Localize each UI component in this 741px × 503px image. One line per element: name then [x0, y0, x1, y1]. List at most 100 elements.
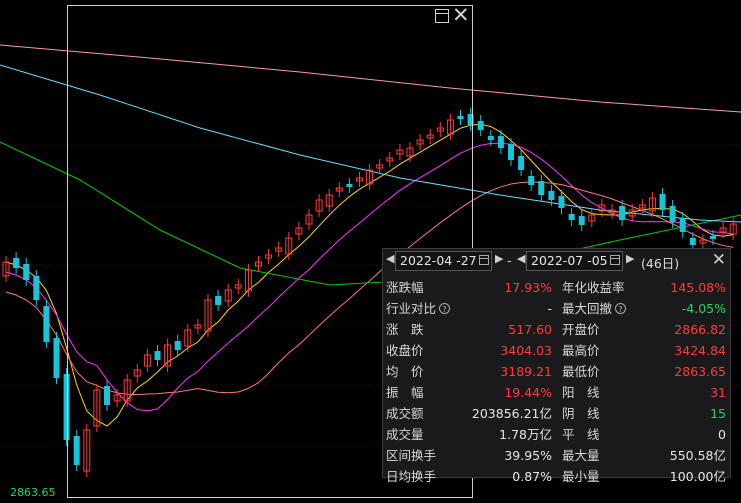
stat-value: 145.08% [670, 280, 726, 295]
stat-value: 2866.82 [674, 322, 726, 337]
candle-body [83, 429, 91, 472]
stat-label: 区间换手 [386, 448, 437, 463]
close-selection-icon[interactable]: ✕ [452, 3, 470, 27]
stat-label: 振 幅 [386, 385, 424, 400]
stat-label: 阴 线 [562, 406, 600, 421]
candle-body [538, 181, 545, 195]
stat-value: 517.60 [508, 322, 552, 337]
candle-body [719, 227, 727, 233]
candle-body [436, 127, 444, 132]
ma-line [0, 141, 741, 286]
candle-body [143, 354, 151, 367]
day-count: (46日) [641, 256, 680, 271]
candle-body [588, 214, 596, 222]
candle-body [265, 254, 273, 259]
candle-body [335, 187, 343, 192]
stat-value: -4.05% [681, 301, 726, 316]
prev-end-arrow-icon[interactable]: ◀ [517, 252, 526, 265]
candle-body [325, 194, 333, 207]
next-start-arrow-icon[interactable]: ▶ [495, 252, 504, 265]
ma-line [0, 44, 741, 113]
candle-body [376, 164, 384, 169]
prev-start-arrow-icon[interactable]: ◀ [386, 252, 395, 265]
candle-body [285, 237, 293, 255]
candle-body [416, 139, 424, 145]
candle-body [295, 227, 303, 235]
candle-body [729, 223, 737, 235]
calendar-icon[interactable] [610, 255, 620, 265]
candle-body [578, 216, 585, 225]
candle-body [446, 119, 454, 135]
candle-body [215, 296, 222, 305]
stats-row: 成交量 1.78万亿平 线 0 [383, 424, 730, 445]
candle-body [123, 379, 131, 402]
start-date-field[interactable]: 2022-04 -27 [395, 251, 492, 271]
stats-row: 收盘价 3404.03 最高价 3424.84 [383, 340, 730, 361]
stat-value: - [547, 301, 552, 316]
stat-label: 最小量 [562, 469, 600, 484]
candle-body [508, 144, 514, 160]
stat-label: 平 线 [562, 427, 600, 442]
candle-body [710, 236, 716, 239]
stats-row: 成交额 203856.21亿阴 线 15 [383, 403, 730, 424]
candle-body [346, 184, 353, 187]
stats-row: 均 价 3189.21 最低价 2863.65 [383, 361, 730, 382]
stat-value: 203856.21亿 [471, 406, 552, 421]
end-date-field[interactable]: 2022-07 -05 [526, 251, 623, 271]
stat-label: 成交额 [386, 406, 424, 421]
candle-body [234, 284, 242, 289]
stat-value: 2863.65 [674, 364, 726, 379]
candle-body [659, 194, 666, 210]
candle-body [386, 157, 394, 162]
candle-body [93, 389, 101, 427]
candle-body [568, 214, 575, 220]
candle-body [497, 136, 504, 148]
candle-body [63, 374, 70, 440]
close-icon[interactable]: ✕ [711, 250, 726, 270]
stat-value: 3189.21 [500, 364, 552, 379]
stats-row: 区间换手 39.95% 最大量 550.58亿 [383, 445, 730, 466]
candle-body [204, 299, 212, 332]
stats-row: 日均换手 0.87% 最小量 100.00亿 [383, 466, 730, 487]
candle-body [406, 147, 414, 157]
candle-body [13, 258, 20, 268]
next-end-arrow-icon[interactable]: ▶ [626, 252, 635, 265]
stats-row: 行业对比? - 最大回撤? -4.05% [383, 298, 730, 319]
candle-body [113, 394, 121, 402]
maximize-icon[interactable] [435, 9, 449, 23]
stat-label: 开盘价 [562, 322, 600, 337]
candles [2, 108, 737, 477]
stat-value: 100.00亿 [669, 469, 726, 484]
candle-body [548, 191, 555, 200]
candle-body [154, 351, 161, 360]
stat-label: 涨 跌 [386, 322, 424, 337]
candle-body [528, 176, 535, 185]
candle-body [305, 214, 313, 225]
interval-stats-panel: ◀ 2022-04 -27 ▶ - ◀ 2022-07 -05 ▶ (46日) … [382, 248, 731, 484]
candle-body [457, 116, 464, 119]
calendar-icon[interactable] [479, 255, 489, 265]
candle-body [275, 247, 283, 252]
candle-body [164, 344, 172, 367]
candle-body [43, 306, 50, 342]
stat-value: 0 [718, 427, 726, 442]
help-icon[interactable]: ? [439, 303, 451, 314]
stat-label: 行业对比? [386, 298, 451, 319]
candle-body [73, 436, 80, 465]
start-date-value: 2022-04 -27 [400, 253, 477, 268]
ma-line [0, 64, 741, 223]
stat-label: 最高价 [562, 343, 600, 358]
help-icon[interactable]: ? [615, 303, 627, 314]
stat-label: 成交量 [386, 427, 424, 442]
stat-value: 31 [710, 385, 726, 400]
candle-body [366, 169, 374, 185]
stat-label: 日均换手 [386, 469, 437, 484]
candle-body [648, 197, 656, 212]
candle-body [53, 338, 60, 378]
stats-row: 涨 跌 517.60 开盘价 2866.82 [383, 319, 730, 340]
candle-body [699, 239, 707, 244]
stat-label: 收盘价 [386, 343, 424, 358]
stat-value: 0.87% [512, 469, 552, 484]
candle-body [184, 329, 192, 347]
